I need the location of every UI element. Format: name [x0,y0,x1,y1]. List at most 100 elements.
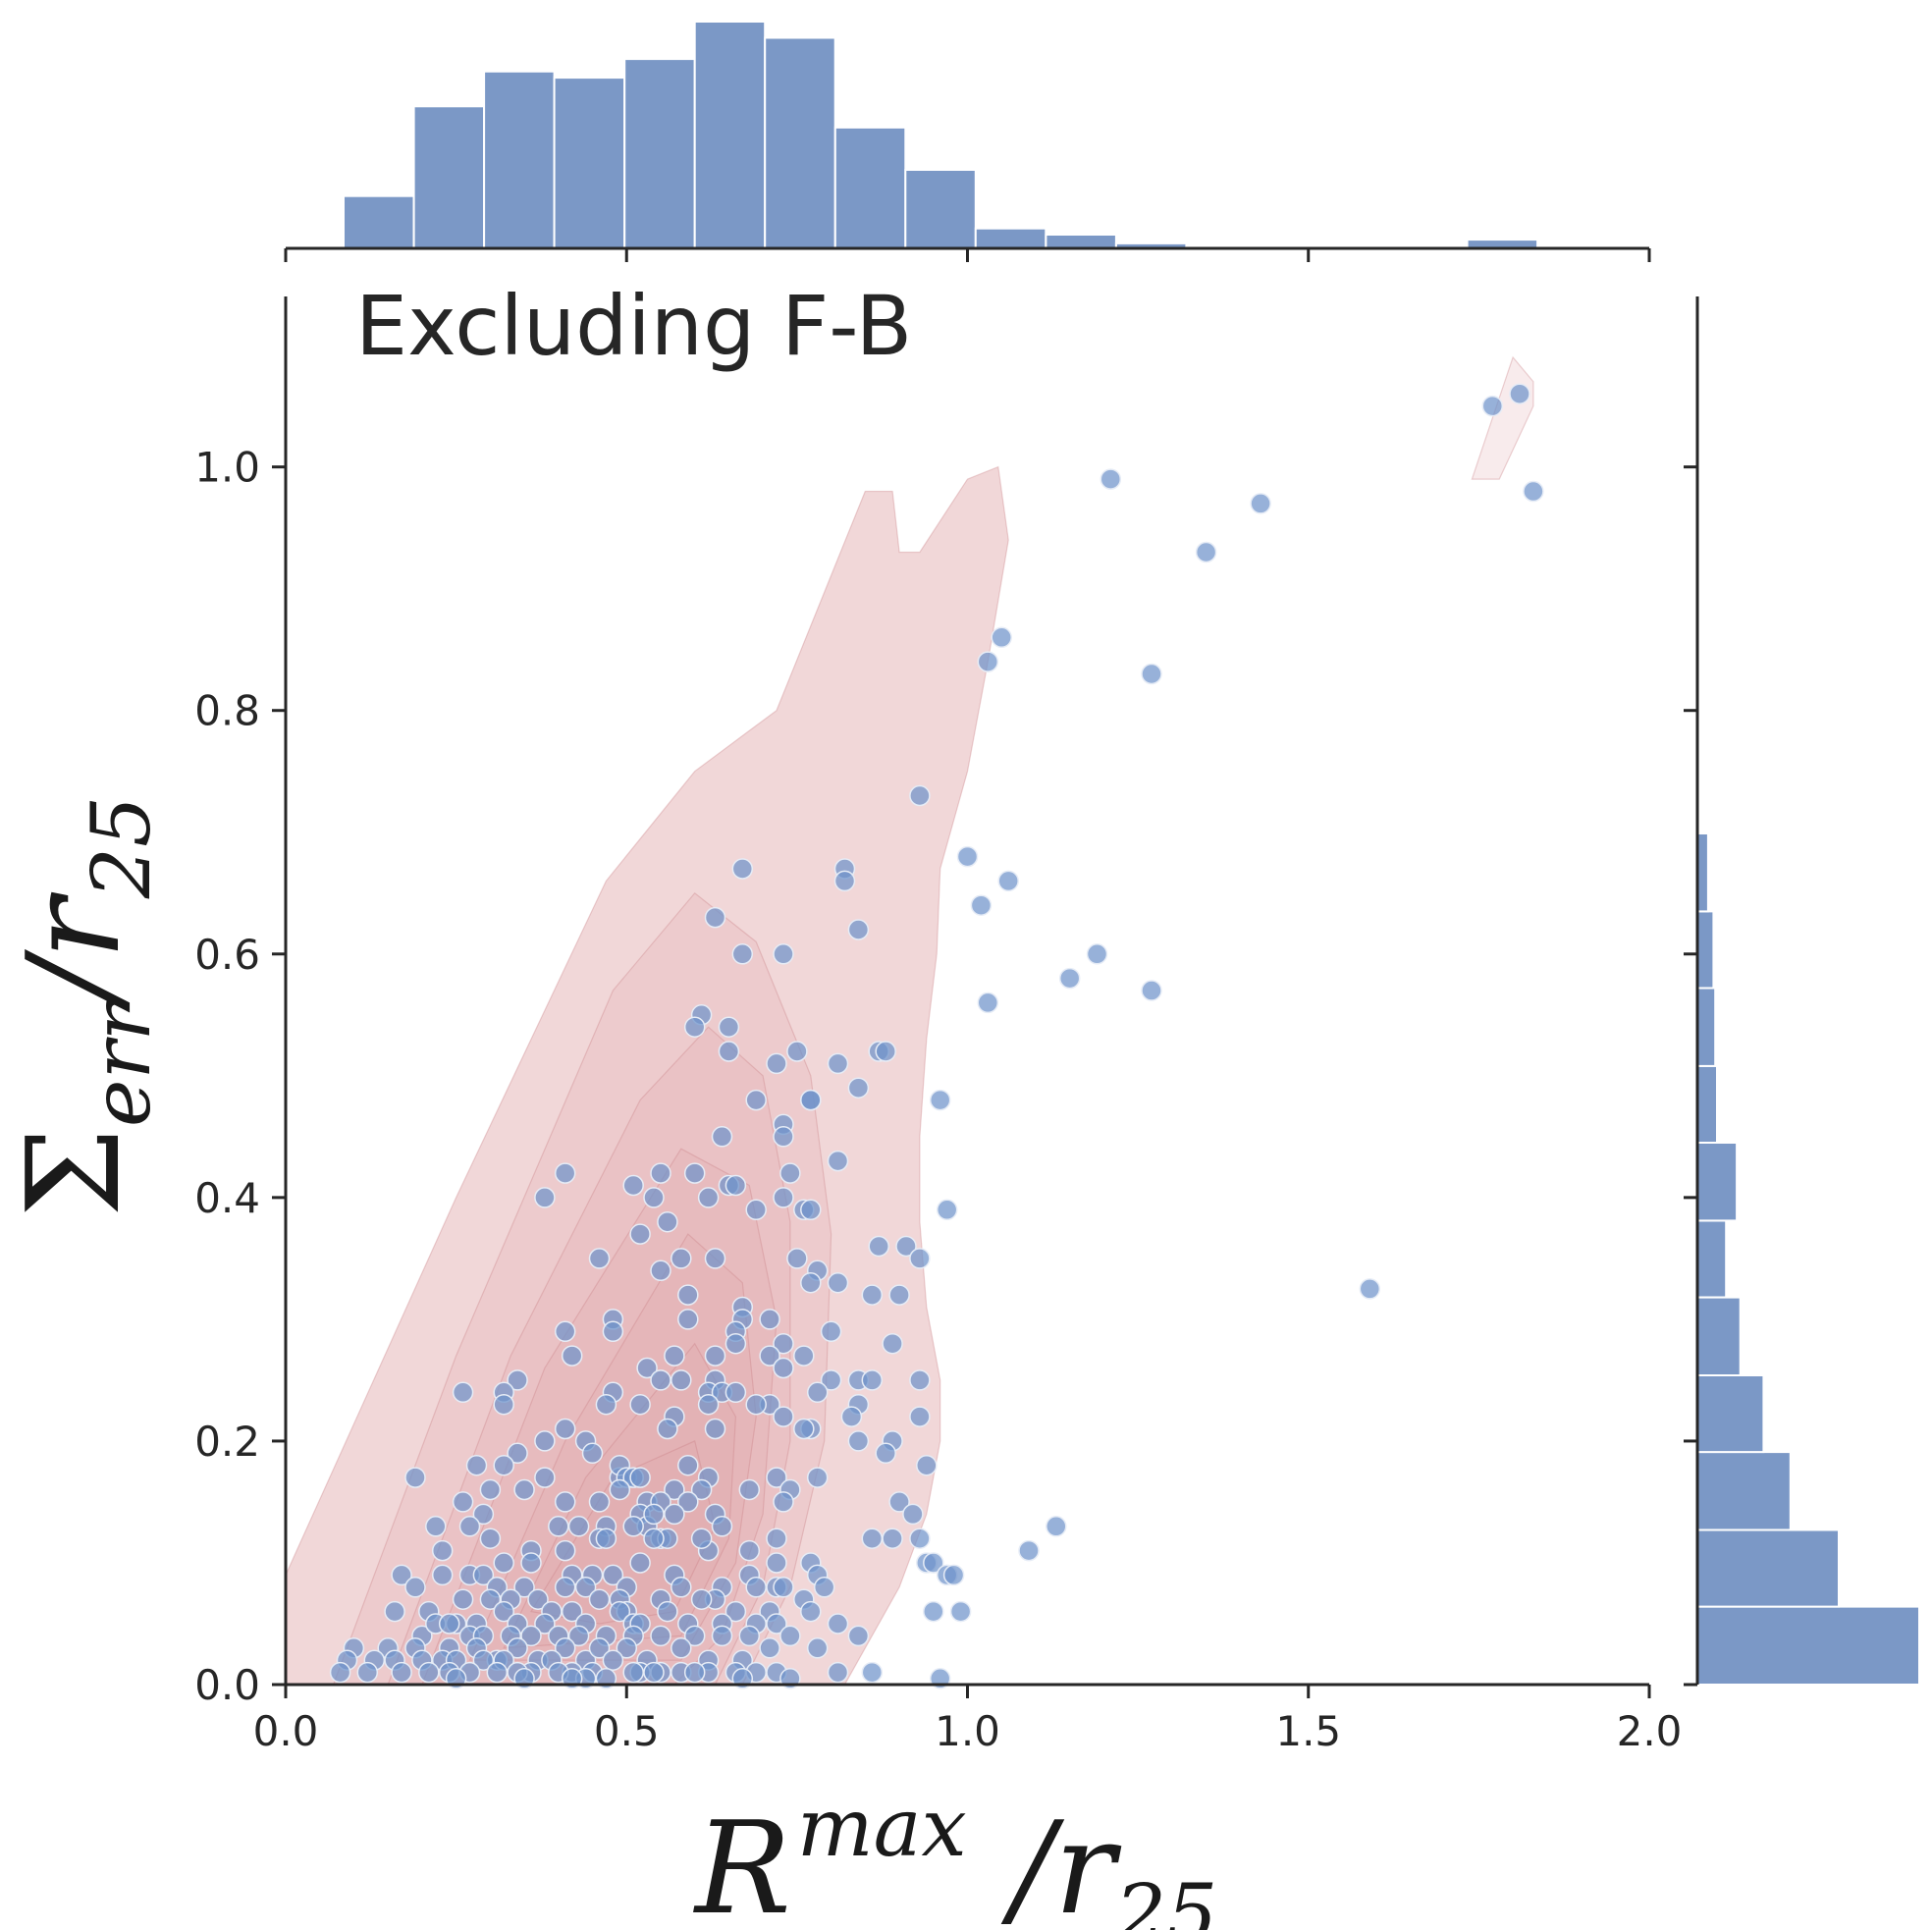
y-tick-label: 0.4 [194,1174,260,1222]
scatter-point [664,1345,685,1367]
x-tick-label: 0.5 [594,1707,660,1755]
scatter-point [493,1552,514,1574]
scatter-point [724,1174,747,1197]
scatter-point [677,1491,699,1513]
y-hist-bar [1696,1605,1920,1686]
scatter-point [554,1418,576,1440]
x-label-sub: c [776,1907,821,1930]
scatter-point [683,1162,706,1184]
scatter-point [609,1600,631,1623]
scatter-point [806,1467,829,1488]
scatter-point [567,1516,590,1537]
scatter-point [520,1625,542,1647]
scatter-point [806,1637,829,1659]
scatter-point [671,1369,692,1391]
scatter-point [766,1552,787,1574]
scatter-point [909,1406,931,1427]
scatter-point [861,1661,884,1684]
scatter-point [738,1478,761,1501]
scatter-point [513,1577,535,1598]
density-level-7 [1471,355,1534,480]
scatter-point [868,1235,889,1258]
scatter-point [800,1089,822,1111]
scatter-point [991,626,1012,649]
y-hist-bar [1696,1451,1792,1531]
scatter-point [452,1491,474,1513]
scatter-point [1481,395,1504,417]
scatter-point [472,1503,495,1526]
x-marginal-histogram [343,21,1539,250]
scatter-point [671,1637,692,1659]
scatter-point [840,1406,863,1427]
scatter-point [650,1625,671,1647]
y-label-main: Σ [0,1127,148,1217]
scatter-point [909,784,931,807]
scatter-point [391,1661,412,1684]
scatter-point [554,1162,576,1184]
x-hist-bar [833,126,907,249]
scatter-point [479,1478,502,1501]
scatter-point [507,1442,528,1465]
scatter-point [1250,493,1271,514]
scatter-point [677,1284,699,1306]
scatter-point [888,1491,910,1513]
scatter-point [759,1345,780,1367]
scatter-point [929,1089,951,1111]
scatter-point [1018,1539,1040,1562]
x-hist-bar [623,58,696,249]
scatter-point [493,1454,514,1476]
scatter-point [356,1661,379,1684]
scatter-point [486,1661,509,1684]
scatter-point [588,1491,611,1513]
scatter-point [1509,383,1530,404]
x-hist-bar [974,227,1047,249]
x-label-main: R [693,1794,791,1930]
y-marginal-histogram [1696,446,1920,1686]
scatter-point [704,1248,726,1269]
axes: 0.0 0.5 1.0 1.5 2.0 0.0 0.2 0.4 0.6 0.8 1.0 [194,246,1699,1755]
scatter-point [916,1454,938,1476]
scatter-point [616,1637,638,1659]
scatter-point [813,1577,835,1598]
scatter-point [827,1150,849,1172]
scatter-point [595,1393,617,1416]
y-label-sub: err [76,997,169,1127]
scatter-point [650,1369,671,1391]
scatter-point [882,1332,903,1355]
scatter-point [827,1052,849,1075]
scatter-points [329,383,1544,1689]
y-hist-bar [1696,987,1717,1067]
scatter-point [909,1528,931,1549]
scatter-point [773,1126,794,1148]
x-label-rest: /r [1000,1794,1122,1930]
x-hist-bar [693,21,767,249]
scatter-point [431,1539,454,1562]
scatter-point [622,1174,644,1197]
x-tick-label: 0.0 [253,1707,319,1755]
scatter-point [711,1516,733,1537]
scatter-point [629,1552,651,1574]
y-hist-bar [1696,1528,1840,1608]
scatter-point [554,1577,576,1598]
scatter-point [833,870,856,892]
x-label-rest-sub: 25 [1114,1868,1217,1930]
scatter-point [827,1613,849,1635]
scatter-point [970,894,993,916]
scatter-point [718,1016,740,1038]
scatter-point [793,1418,815,1440]
scatter-point [882,1528,903,1549]
scatter-point [657,1210,678,1233]
scatter-point [548,1516,569,1537]
scatter-point [773,1332,794,1355]
scatter-point [847,919,870,940]
scatter-point [759,1309,780,1330]
scatter-point [1523,480,1544,503]
y-tick-label: 0.2 [194,1418,260,1466]
scatter-point [581,1442,604,1465]
scatter-point [567,1625,590,1647]
scatter-point [1086,943,1108,965]
scatter-point [909,1248,931,1269]
scatter-point [554,1539,576,1562]
scatter-point [1058,967,1081,990]
scatter-point [847,1077,870,1099]
